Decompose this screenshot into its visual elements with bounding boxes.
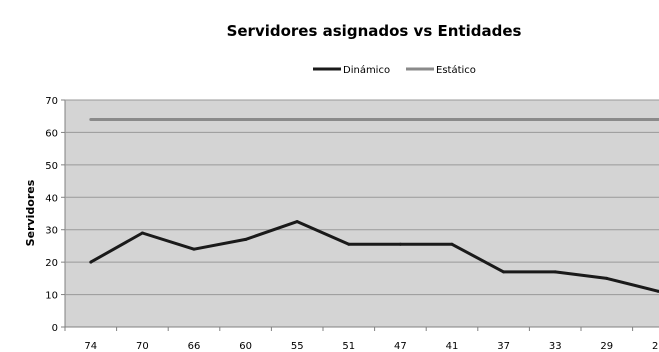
x-tick-label-55: 55 [291, 341, 304, 352]
series-line-dinamico [90, 220, 659, 293]
data-point-dinamico-29 [605, 276, 609, 280]
series [89, 117, 659, 293]
data-point-dinamico-33 [553, 270, 557, 274]
y-tick-label-30: 30 [45, 226, 58, 237]
data-point-estatico-37 [502, 117, 506, 121]
data-point-dinamico-55 [295, 220, 299, 224]
x-tick-label-70: 70 [136, 341, 149, 352]
x-tick-label-33: 33 [549, 341, 562, 352]
x-tick-label-41: 41 [446, 341, 459, 352]
x-tick-label-29: 29 [600, 341, 613, 352]
data-point-estatico-41 [450, 117, 454, 121]
y-tick-label-50: 50 [45, 161, 58, 172]
data-point-estatico-47 [398, 117, 402, 121]
legend-label-dinamico: Dinámico [343, 64, 390, 76]
y-tick-label-70: 70 [45, 96, 58, 107]
y-axis-label: Servidores [24, 179, 37, 246]
y-axis: 0 10 20 30 40 50 60 70 [45, 96, 65, 334]
data-point-dinamico-60 [244, 237, 248, 241]
data-point-estatico-66 [192, 117, 196, 121]
data-point-estatico-33 [553, 117, 557, 121]
x-tick-label-25: 25 [652, 341, 659, 352]
data-point-dinamico-25 [656, 289, 659, 293]
data-point-estatico-70 [140, 117, 144, 121]
y-tick-label-20: 20 [45, 258, 58, 269]
data-point-dinamico-51 [347, 242, 351, 246]
x-tick-label-37: 37 [497, 341, 510, 352]
x-axis: 74 70 66 60 55 51 47 41 37 33 29 25 [64, 327, 659, 352]
data-point-estatico-55 [295, 117, 299, 121]
data-point-dinamico-66 [192, 247, 196, 251]
data-point-estatico-51 [347, 117, 351, 121]
data-point-estatico-74 [89, 117, 93, 121]
y-tick-label-10: 10 [45, 291, 58, 302]
data-point-dinamico-37 [502, 270, 506, 274]
data-point-dinamico-41 [450, 242, 454, 246]
data-point-estatico-25 [656, 117, 659, 121]
data-point-estatico-60 [244, 117, 248, 121]
data-point-dinamico-74 [89, 260, 93, 264]
chart-title: Servidores asignados vs Entidades [227, 22, 522, 40]
y-tick-label-40: 40 [45, 193, 58, 204]
data-point-dinamico-70 [140, 231, 144, 235]
legend-label-estatico: Estático [436, 64, 476, 76]
data-point-dinamico-47 [398, 242, 402, 246]
x-tick-label-60: 60 [239, 341, 252, 352]
data-point-estatico-29 [605, 117, 609, 121]
x-tick-label-74: 74 [84, 341, 97, 352]
legend: Dinámico Estático [313, 64, 476, 76]
x-tick-label-66: 66 [188, 341, 201, 352]
plot-area [64, 99, 659, 328]
x-tick-label-51: 51 [342, 341, 355, 352]
y-tick-label-60: 60 [45, 128, 58, 139]
gridlines [65, 99, 659, 296]
x-tick-label-47: 47 [394, 341, 407, 352]
y-tick-label-0: 0 [52, 323, 58, 334]
